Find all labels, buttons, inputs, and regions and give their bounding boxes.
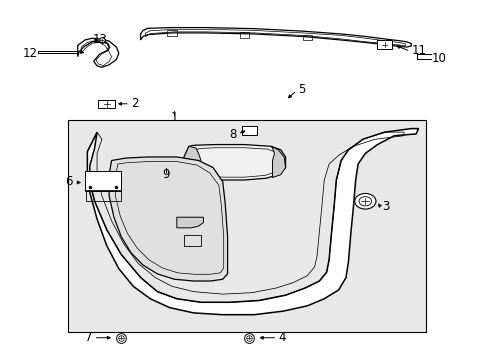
Bar xyxy=(68,120,425,332)
Polygon shape xyxy=(109,157,227,281)
Bar xyxy=(86,190,121,201)
Polygon shape xyxy=(78,38,119,67)
FancyBboxPatch shape xyxy=(242,126,256,135)
Text: 6: 6 xyxy=(65,175,73,188)
Text: 13: 13 xyxy=(92,33,107,46)
Polygon shape xyxy=(177,217,203,228)
Text: 9: 9 xyxy=(162,168,170,181)
Text: 8: 8 xyxy=(228,128,236,141)
Text: 2: 2 xyxy=(131,97,138,110)
Text: 11: 11 xyxy=(410,44,426,57)
Text: 10: 10 xyxy=(431,52,446,65)
Text: 12: 12 xyxy=(23,46,38,60)
Polygon shape xyxy=(87,129,418,315)
Text: 1: 1 xyxy=(170,112,178,125)
Text: 5: 5 xyxy=(297,83,305,96)
Text: 3: 3 xyxy=(382,200,389,213)
FancyBboxPatch shape xyxy=(98,100,115,108)
Text: 7: 7 xyxy=(84,331,92,344)
Bar xyxy=(167,30,177,36)
Polygon shape xyxy=(183,146,201,178)
Polygon shape xyxy=(140,28,410,47)
Bar xyxy=(302,35,311,40)
Bar xyxy=(239,32,249,37)
Polygon shape xyxy=(270,146,285,177)
Bar xyxy=(85,171,121,191)
FancyBboxPatch shape xyxy=(377,40,391,49)
Circle shape xyxy=(354,193,375,209)
Text: 4: 4 xyxy=(278,331,285,344)
Polygon shape xyxy=(183,145,285,180)
